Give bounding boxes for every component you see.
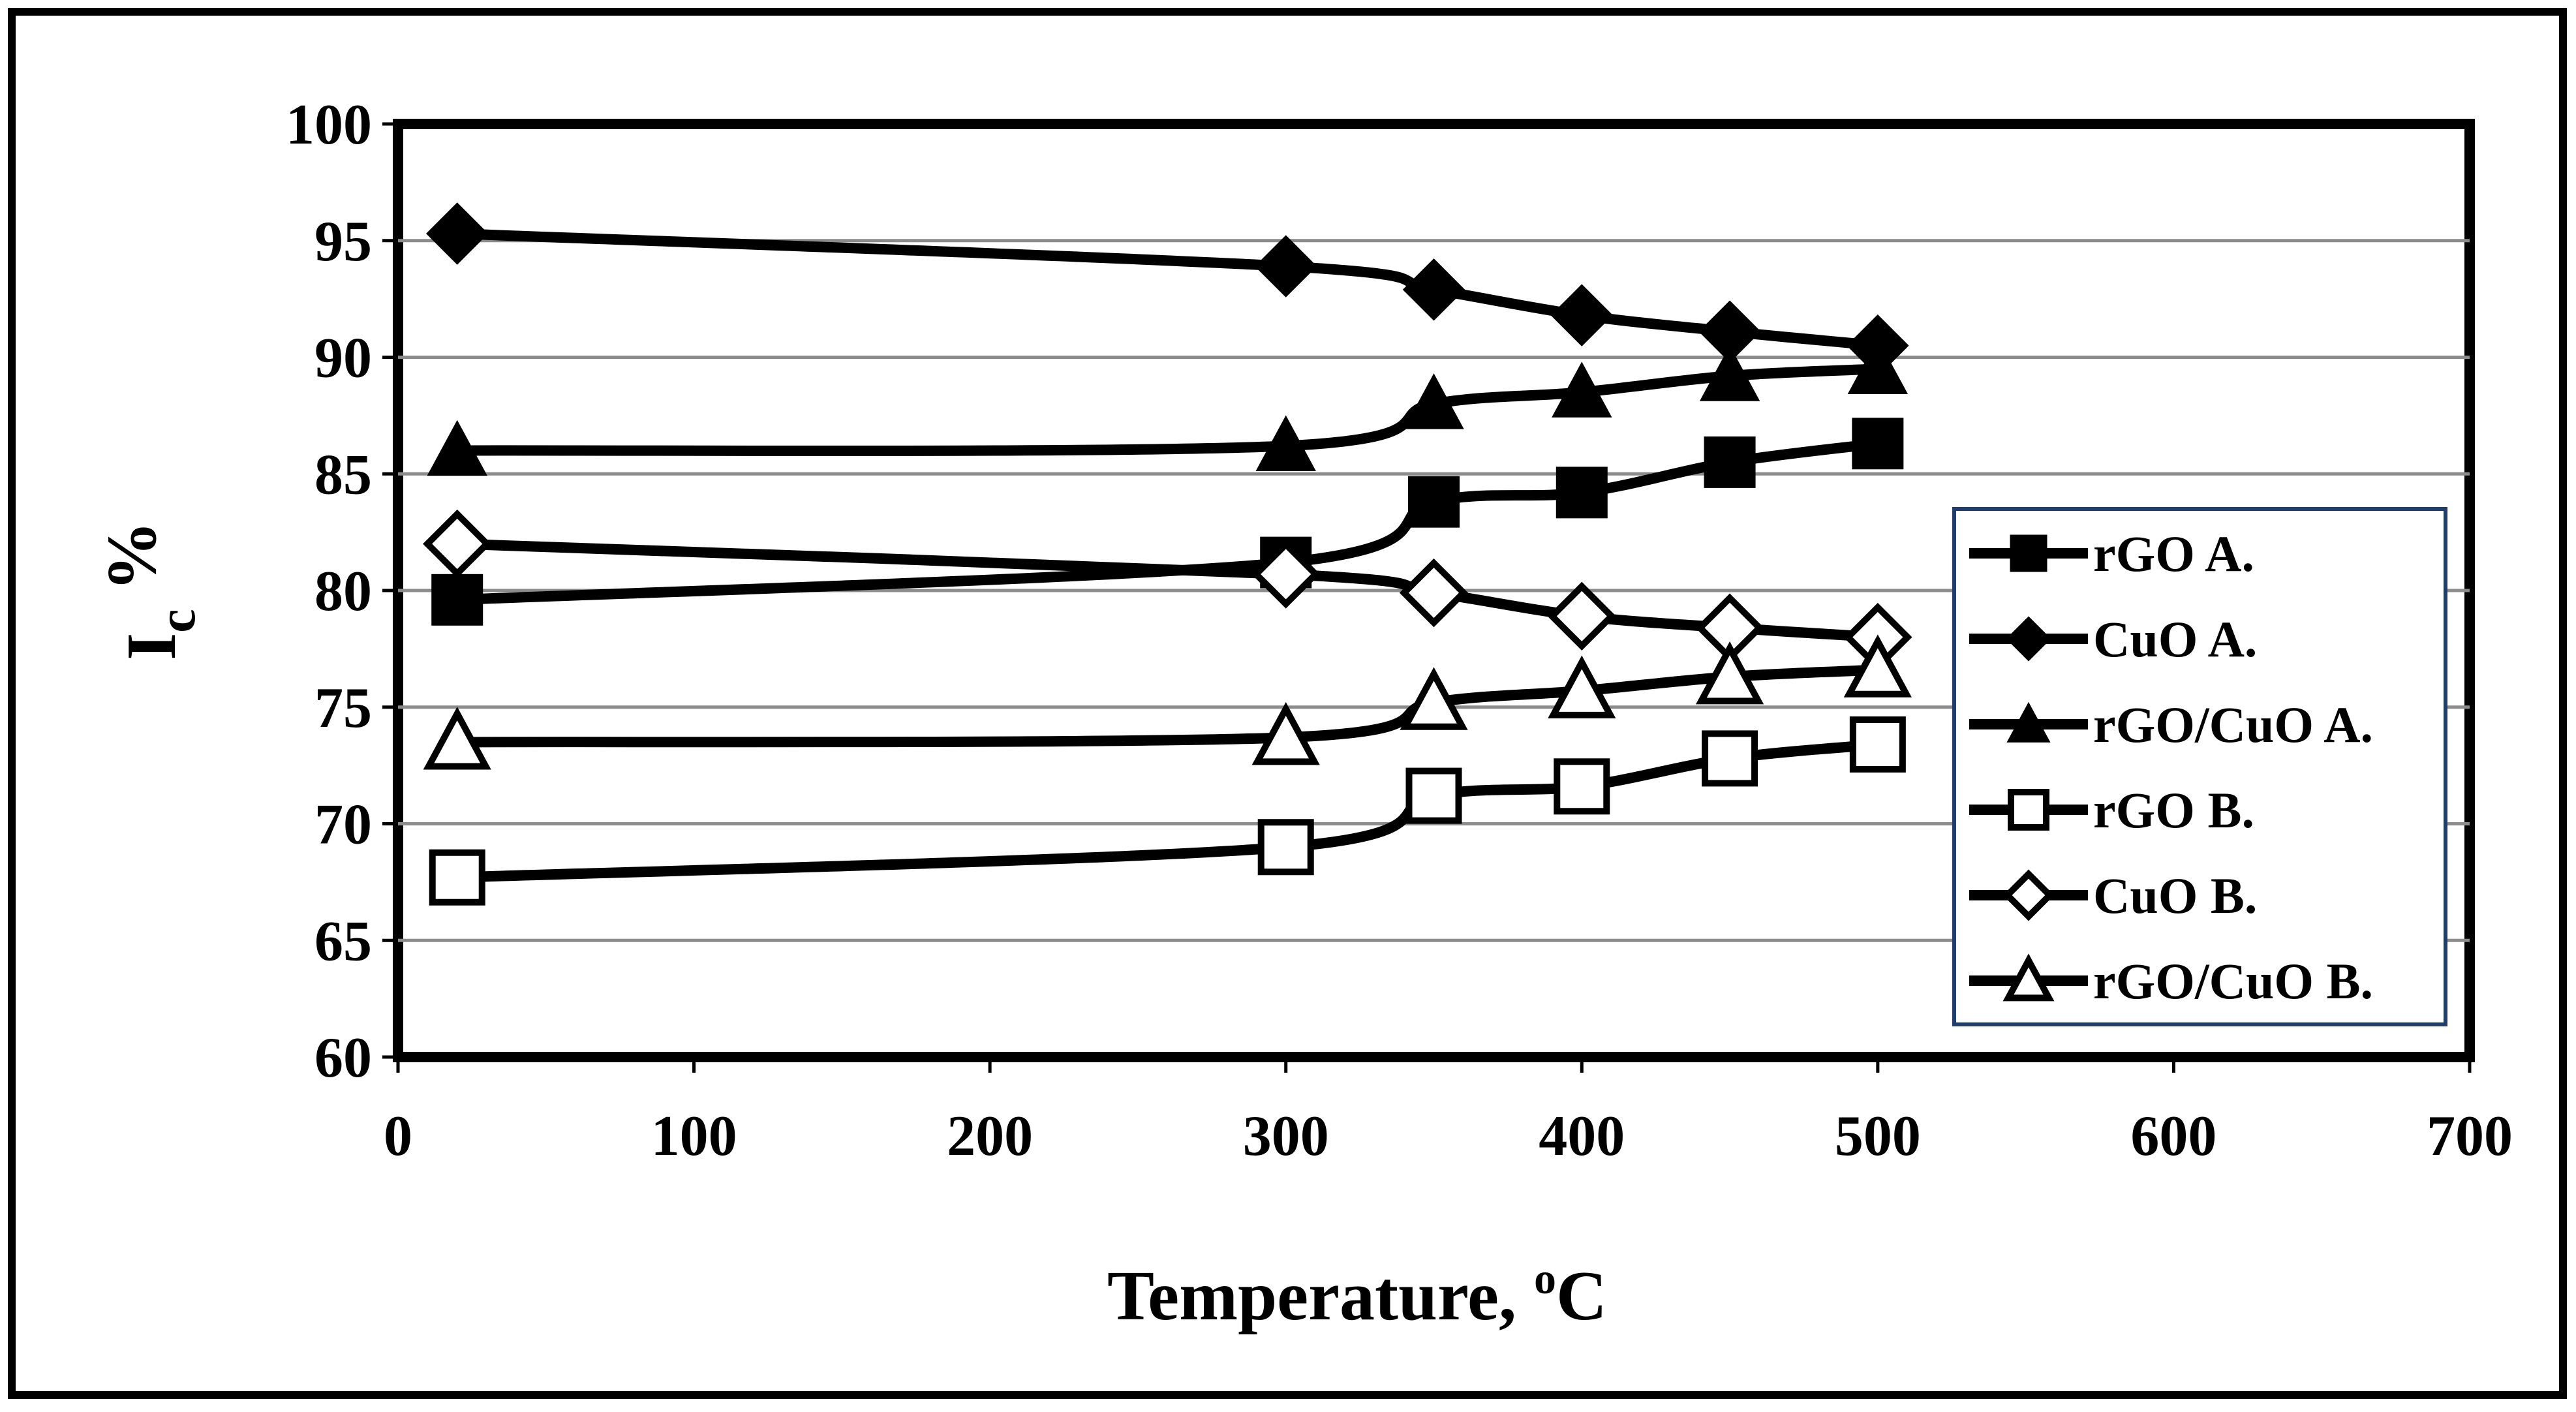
x-axis-title: Temperature, oC bbox=[1107, 1253, 1607, 1335]
point-rgo-b-350 bbox=[1405, 767, 1462, 824]
point-rgo-b-300 bbox=[1257, 819, 1314, 876]
x-tick-label-700: 700 bbox=[2427, 1105, 2513, 1168]
legend-item-rgo-a: rGO A. bbox=[1969, 525, 2254, 582]
series-rgo-b bbox=[429, 716, 1906, 906]
point-rgo-cuo-a-500 bbox=[1847, 338, 1909, 395]
tick-labels: 60 65 70 75 80 85 90 95 100 0 100 200 300 400 500 600 70… bbox=[286, 93, 2513, 1168]
point-rgo-a-500 bbox=[1852, 418, 1904, 470]
series-rgo-cuo-b bbox=[423, 634, 1912, 770]
point-rgo-b-400 bbox=[1554, 758, 1610, 815]
legend-label-rgo-a: rGO A. bbox=[2093, 525, 2254, 582]
point-cuo-b-300 bbox=[1251, 540, 1321, 609]
point-rgo-cuo-b-20 bbox=[423, 707, 491, 770]
point-rgo-cuo-a-20 bbox=[427, 420, 487, 476]
point-rgo-a-350 bbox=[1408, 476, 1460, 528]
series-cuo-a bbox=[425, 202, 1909, 377]
point-cuo-a-400 bbox=[1550, 284, 1614, 346]
x-tick-label-300: 300 bbox=[1243, 1105, 1329, 1168]
y-tick-label-80: 80 bbox=[314, 560, 372, 623]
legend-item-rgo-cuo-a: rGO/CuO A. bbox=[1969, 696, 2373, 753]
point-rgo-cuo-b-500 bbox=[1843, 634, 1912, 698]
y-tick-label-100: 100 bbox=[286, 93, 372, 157]
y-tick-label-60: 60 bbox=[314, 1026, 372, 1090]
point-rgo-cuo-a-450 bbox=[1699, 345, 1760, 401]
point-cuo-a-20 bbox=[425, 202, 489, 265]
legend-item-rgo-b: rGO B. bbox=[1969, 782, 2254, 838]
legend-item-cuo-b: CuO B. bbox=[1969, 867, 2257, 924]
point-rgo-cuo-b-450 bbox=[1695, 641, 1764, 705]
legend-item-rgo-cuo-b: rGO/CuO B. bbox=[1969, 953, 2373, 1009]
legend: rGO A. CuO A. rGO/CuO A. rGO B. CuO B. rGO/Cu… bbox=[1952, 507, 2447, 1026]
legend-box bbox=[1952, 507, 2447, 1026]
legend-marker-cuo-a bbox=[2006, 616, 2051, 662]
legend-item-cuo-a: CuO A. bbox=[1969, 611, 2257, 668]
point-rgo-cuo-a-400 bbox=[1552, 361, 1612, 418]
legend-marker-cuo-b bbox=[2002, 869, 2055, 921]
point-rgo-a-20 bbox=[431, 574, 483, 626]
y-tick-label-70: 70 bbox=[314, 793, 372, 857]
point-cuo-a-300 bbox=[1254, 235, 1317, 298]
legend-label-rgo-cuo-b: rGO/CuO B. bbox=[2093, 953, 2373, 1009]
y-tick-label-65: 65 bbox=[314, 910, 372, 973]
legend-marker-rgo-b bbox=[2008, 789, 2049, 831]
legend-label-rgo-cuo-a: rGO/CuO A. bbox=[2093, 696, 2373, 753]
legend-marker-rgo-cuo-b bbox=[2002, 953, 2055, 1002]
y-axis-title: Ic % bbox=[93, 521, 206, 660]
x-tick-label-600: 600 bbox=[2130, 1105, 2216, 1168]
point-rgo-cuo-a-350 bbox=[1403, 373, 1464, 429]
legend-label-rgo-b: rGO B. bbox=[2093, 782, 2254, 838]
x-tick-label-100: 100 bbox=[651, 1105, 737, 1168]
legend-marker-rgo-a bbox=[2010, 534, 2047, 572]
x-tick-label-200: 200 bbox=[947, 1105, 1033, 1168]
x-tick-label-0: 0 bbox=[384, 1105, 412, 1168]
series-rgo-cuo-a bbox=[427, 338, 1909, 476]
point-rgo-b-450 bbox=[1702, 730, 1758, 787]
legend-marker-rgo-cuo-a bbox=[2006, 701, 2051, 743]
y-tick-label-85: 85 bbox=[314, 443, 372, 506]
y-tick-label-95: 95 bbox=[314, 210, 372, 273]
legend-label-cuo-a: CuO A. bbox=[2093, 611, 2257, 668]
point-cuo-b-400 bbox=[1547, 581, 1616, 651]
point-cuo-b-350 bbox=[1399, 558, 1469, 628]
point-cuo-b-20 bbox=[423, 509, 492, 579]
axes bbox=[382, 122, 2472, 1073]
point-rgo-a-400 bbox=[1556, 467, 1608, 519]
point-rgo-cuo-b-300 bbox=[1251, 702, 1320, 765]
point-rgo-a-450 bbox=[1704, 436, 1756, 488]
point-rgo-cuo-a-300 bbox=[1255, 415, 1316, 471]
y-tick-label-75: 75 bbox=[314, 677, 372, 740]
point-rgo-cuo-b-350 bbox=[1400, 667, 1468, 730]
point-cuo-a-350 bbox=[1402, 258, 1465, 321]
x-tick-label-400: 400 bbox=[1539, 1105, 1625, 1168]
legend-label-cuo-b: CuO B. bbox=[2093, 867, 2257, 924]
point-rgo-cuo-b-400 bbox=[1548, 655, 1616, 718]
data-series bbox=[423, 202, 1912, 906]
series-cuo-b bbox=[423, 509, 1912, 672]
point-rgo-b-20 bbox=[429, 849, 485, 906]
y-tick-label-90: 90 bbox=[314, 327, 372, 390]
x-tick-label-500: 500 bbox=[1835, 1105, 1921, 1168]
point-rgo-b-500 bbox=[1849, 716, 1906, 773]
